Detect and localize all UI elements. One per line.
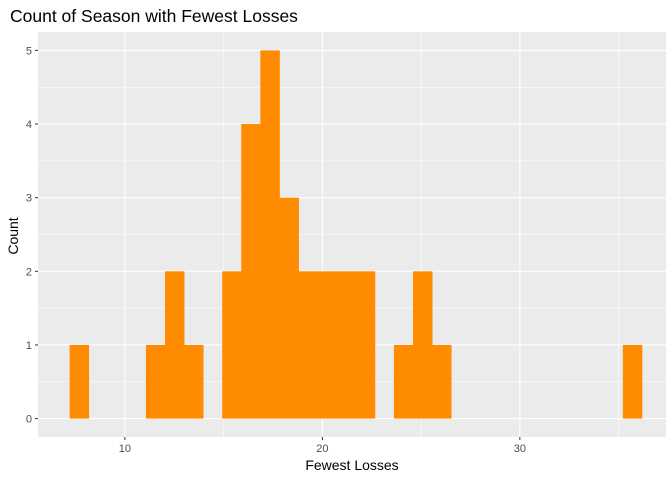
y-tick-label: 2 [26,266,32,278]
histogram-bar [279,197,299,419]
histogram-bar [260,50,280,419]
y-axis-title: Count [5,217,21,254]
histogram-bar [164,271,185,419]
histogram-bars [69,50,643,419]
histogram-bar [184,344,204,419]
y-tick-label: 5 [26,45,32,57]
y-tick-label: 3 [26,193,32,205]
histogram-bar [432,344,452,419]
histogram-bar [241,124,261,419]
histogram-bar [336,271,357,419]
histogram-bar [298,271,318,419]
x-tick-label: 20 [316,443,328,455]
y-tick-label: 1 [26,340,32,352]
histogram-bar [317,271,338,419]
histogram-bar [69,344,90,419]
histogram-bar [145,344,166,419]
histogram-bar [412,271,433,419]
x-axis-ticks: 10 20 30 [119,437,526,455]
chart-title: Count of Season with Fewest Losses [10,6,298,26]
x-tick-label: 10 [119,443,131,455]
histogram-bar [222,271,242,419]
y-axis-ticks: 0 1 2 3 4 5 [26,45,38,426]
x-axis-title: Fewest Losses [305,457,398,473]
histogram-bar [355,271,376,419]
histogram-bar [622,344,643,419]
x-tick-label: 30 [514,443,526,455]
histogram-bar [393,344,414,419]
y-tick-label: 4 [26,119,32,131]
y-tick-label: 0 [26,414,32,426]
